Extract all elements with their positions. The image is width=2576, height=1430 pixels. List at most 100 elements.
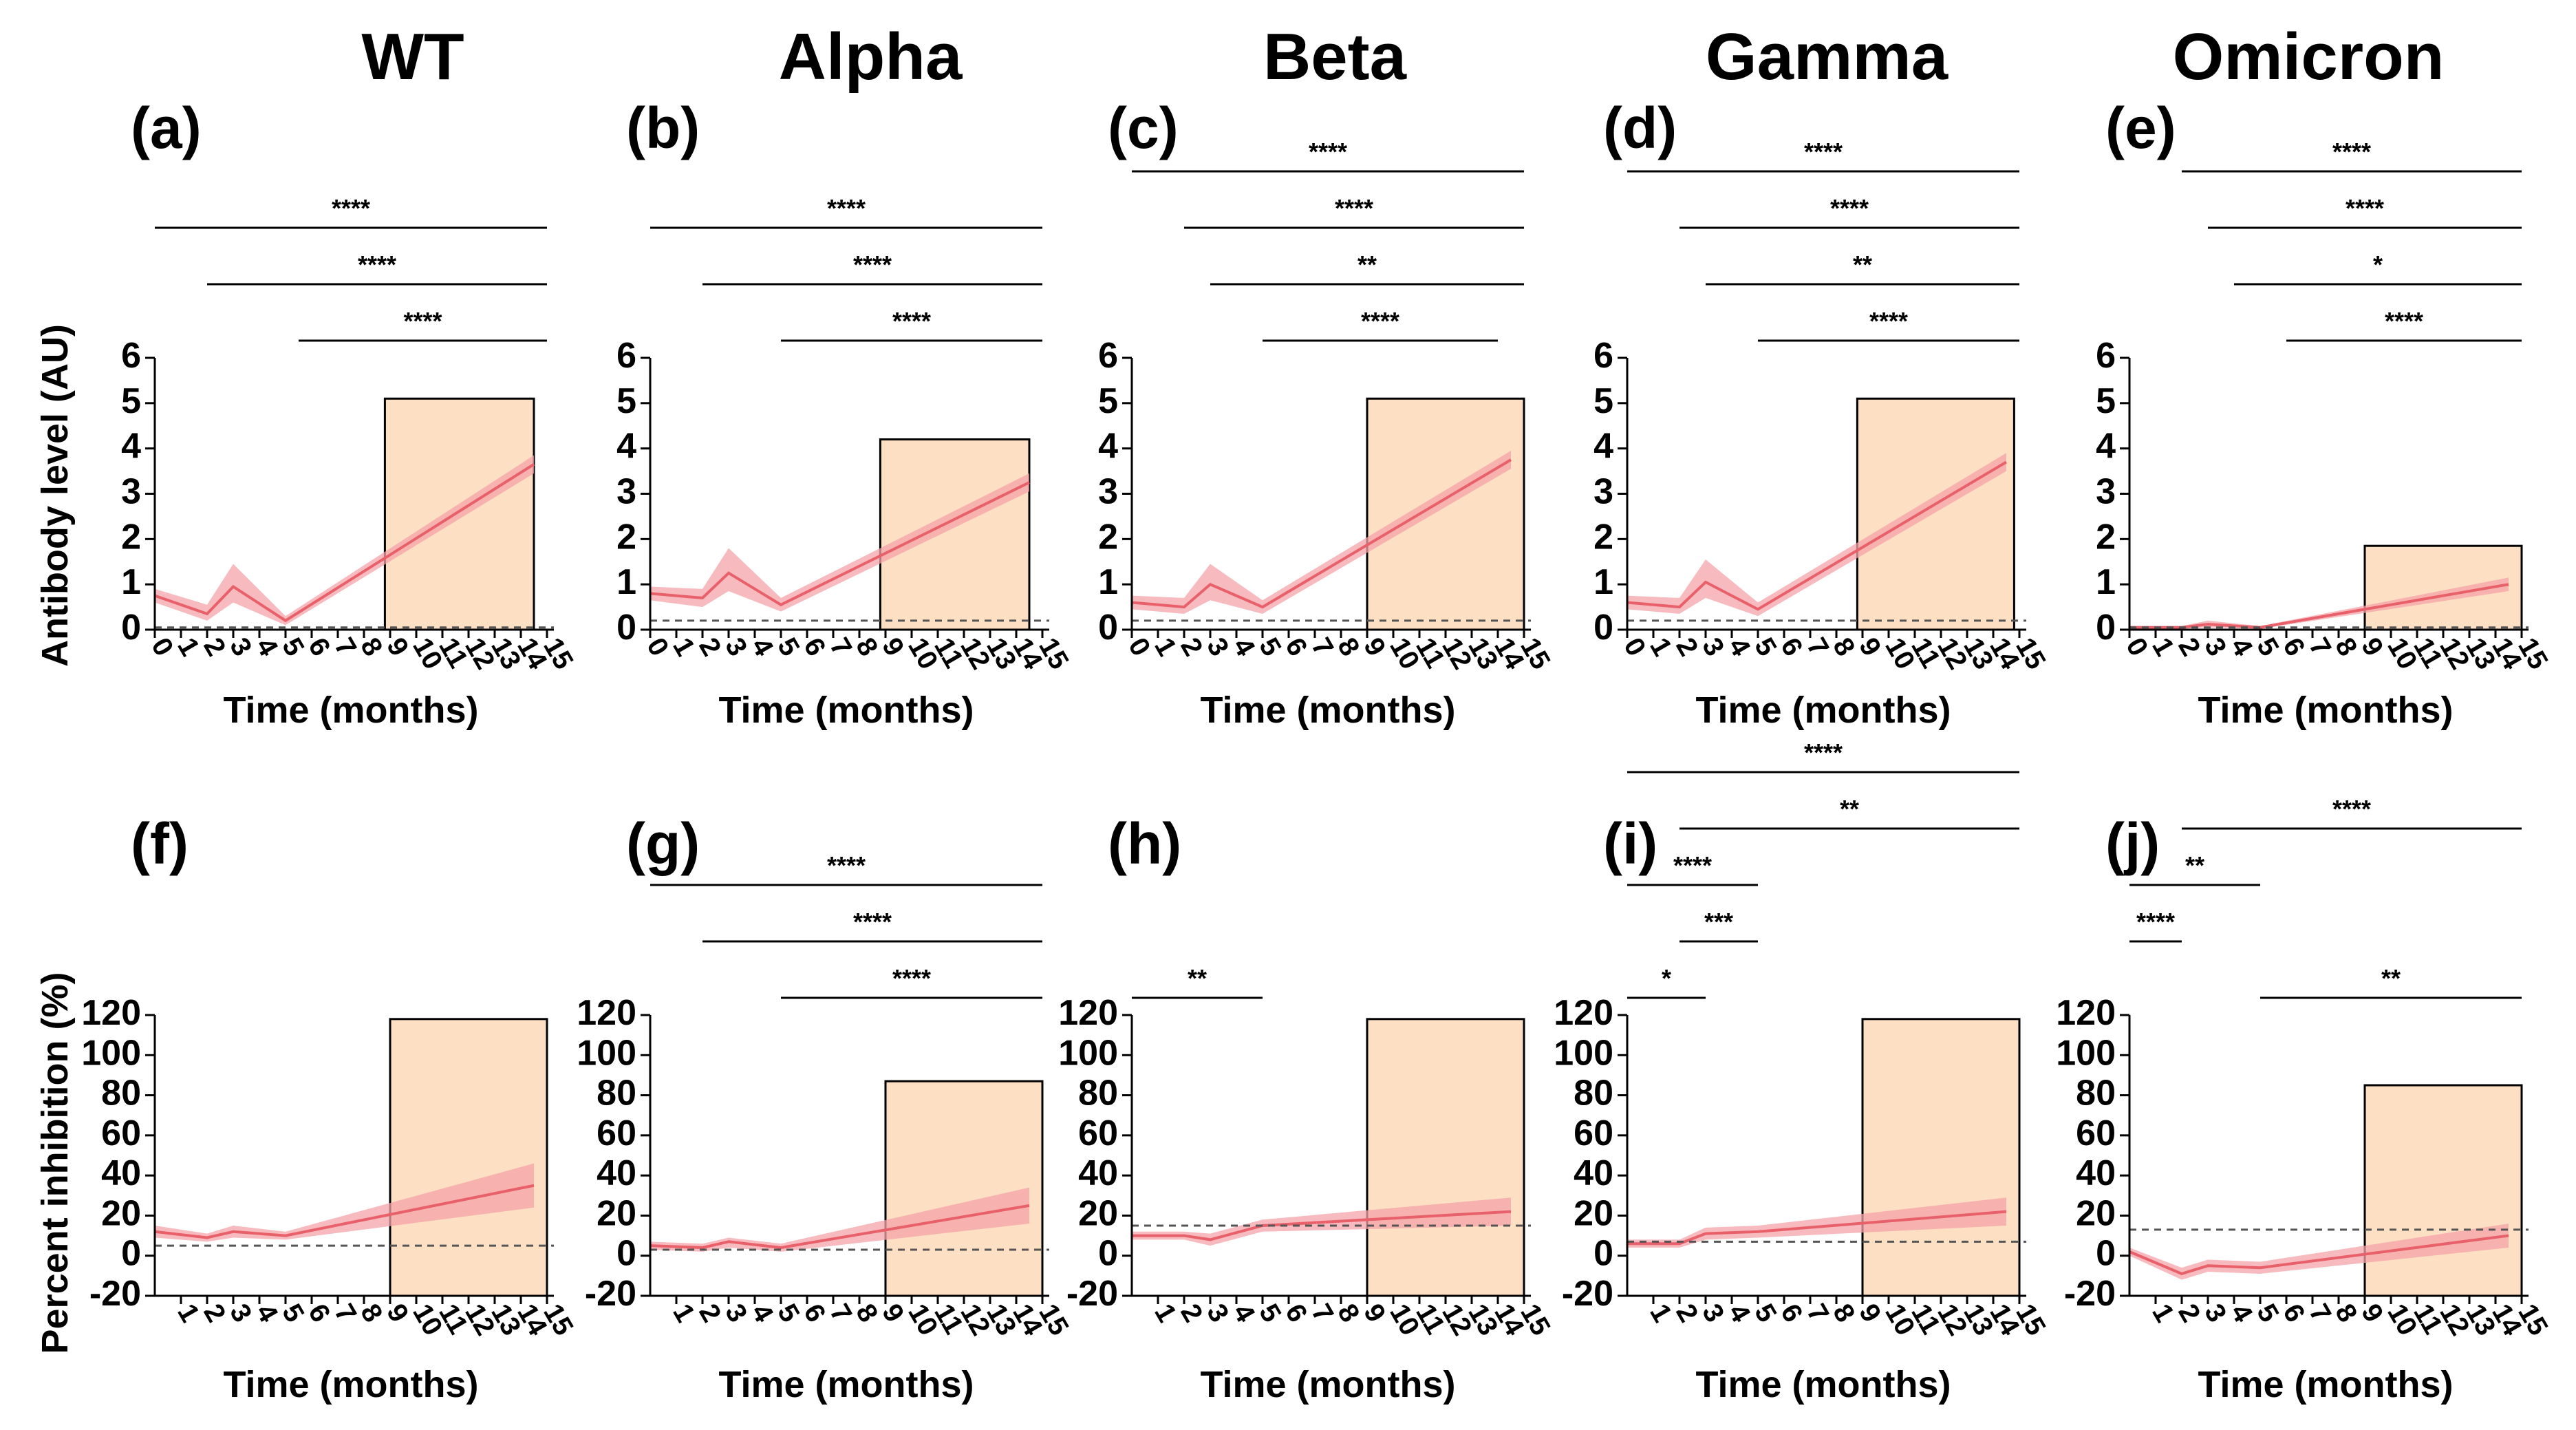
y-tick-label: 1 <box>616 562 636 602</box>
y-tick-label: 4 <box>1098 427 1118 467</box>
y-tick-label: 0 <box>616 1234 636 1274</box>
y-tick-label: 120 <box>1554 993 1613 1033</box>
y-tick-label: 0 <box>1098 608 1118 648</box>
significance-label: ** <box>2381 964 2401 992</box>
y-tick-label: 5 <box>616 381 636 421</box>
panel-label: (g) <box>626 811 700 876</box>
panel-g: (g)-200204060801001201234567891011121314… <box>577 811 1074 1405</box>
y-tick-label: 5 <box>1593 381 1613 421</box>
y-axis-title-inhibition: Percent inhibition (%) <box>34 972 76 1354</box>
mean-line <box>1627 1210 2007 1246</box>
panel-label: (d) <box>1603 96 1677 160</box>
mean-line <box>1131 458 1512 609</box>
y-tick-label: 40 <box>2076 1153 2116 1193</box>
y-tick-label: 40 <box>597 1153 636 1193</box>
y-tick-label: 2 <box>2096 517 2116 557</box>
mean-line <box>154 1184 535 1239</box>
significance-label: **** <box>1804 738 1843 767</box>
significance-label: **** <box>1830 194 1869 222</box>
x-axis-title: Time (months) <box>223 1364 478 1405</box>
x-axis-title: Time (months) <box>1695 1364 1951 1405</box>
y-tick-label: 6 <box>121 336 141 376</box>
y-tick-label: 0 <box>121 1234 141 1274</box>
variant-title-wt: WT <box>361 20 464 94</box>
highlight-box <box>1366 1018 1525 1297</box>
x-axis-title: Time (months) <box>1200 690 1455 731</box>
x-axis-title: Time (months) <box>2198 1364 2453 1405</box>
y-tick-label: -20 <box>89 1274 141 1314</box>
x-tick-label: 15 <box>1033 633 1074 675</box>
y-tick-label: 0 <box>1098 1234 1118 1274</box>
y-tick-label: -20 <box>1562 1274 1613 1314</box>
highlight-box <box>879 438 1031 631</box>
y-tick-label: 6 <box>2096 336 2116 376</box>
y-tick-label: 0 <box>616 608 636 648</box>
significance-label: * <box>2373 250 2383 279</box>
y-tick-label: 60 <box>1078 1113 1118 1153</box>
confidence-band <box>650 473 1029 612</box>
y-tick-label: 3 <box>1098 472 1118 512</box>
panel-j: (j)-200204060801001201234567891011121314… <box>2056 795 2553 1405</box>
significance-label: **** <box>1804 138 1843 166</box>
significance-label: **** <box>1673 851 1712 879</box>
significance-label: **** <box>827 194 866 222</box>
y-tick-label: 120 <box>81 993 141 1033</box>
significance-label: ** <box>1188 964 1207 992</box>
y-tick-label: 2 <box>1098 517 1118 557</box>
significance-label: ** <box>1853 250 1872 279</box>
panel-label: (e) <box>2105 96 2176 160</box>
highlight-box <box>2363 1084 2523 1297</box>
highlight-box <box>884 1080 1044 1297</box>
confidence-band <box>1627 453 2006 617</box>
significance-label: **** <box>853 250 892 279</box>
mean-line <box>1627 460 2008 611</box>
x-axis-title: Time (months) <box>718 690 974 731</box>
mean-line <box>1132 1210 1512 1241</box>
mean-line <box>2129 1234 2509 1276</box>
panel-label: (f) <box>131 811 189 876</box>
panel-label: (c) <box>1108 96 1179 160</box>
significance-label: **** <box>2332 138 2371 166</box>
y-tick-label: 100 <box>1058 1033 1118 1073</box>
y-tick-label: 20 <box>101 1193 141 1233</box>
panel-h: (h)-200204060801001201234567891011121314… <box>1058 811 1556 1405</box>
mean-line <box>650 481 1030 607</box>
significance-label: **** <box>2332 795 2371 823</box>
x-tick-label: 15 <box>2010 1299 2051 1341</box>
y-tick-label: 100 <box>577 1033 636 1073</box>
y-tick-label: 100 <box>81 1033 141 1073</box>
y-tick-label: 4 <box>121 427 141 467</box>
significance-label: ** <box>1357 250 1377 279</box>
significance-label: **** <box>827 851 866 879</box>
y-tick-label: 120 <box>577 993 636 1033</box>
y-tick-label: 3 <box>616 472 636 512</box>
y-tick-label: 60 <box>597 1113 636 1153</box>
y-tick-label: 100 <box>1554 1033 1613 1073</box>
y-tick-label: 40 <box>101 1153 141 1193</box>
confidence-band <box>155 455 534 626</box>
panel-label: (i) <box>1603 811 1657 876</box>
significance-label: **** <box>332 194 370 222</box>
y-tick-label: 2 <box>616 517 636 557</box>
y-tick-label: 4 <box>2096 427 2116 467</box>
y-tick-label: 120 <box>1058 993 1118 1033</box>
y-tick-label: 40 <box>1574 1153 1613 1193</box>
highlight-box <box>1856 397 2015 631</box>
y-tick-label: 0 <box>2096 1234 2116 1274</box>
y-tick-label: 0 <box>1593 608 1613 648</box>
panel-f: (f)-200204060801001201234567891011121314… <box>81 811 579 1405</box>
y-tick-label: 3 <box>121 472 141 512</box>
x-tick-label: 15 <box>537 633 579 675</box>
x-tick-label: 15 <box>1514 633 1556 675</box>
significance-label: **** <box>892 964 931 992</box>
y-tick-label: 5 <box>1098 381 1118 421</box>
panel-label: (a) <box>131 96 202 160</box>
y-tick-label: 1 <box>1098 562 1118 602</box>
y-axis-title-antibody: Antibody level (AU) <box>34 324 76 667</box>
